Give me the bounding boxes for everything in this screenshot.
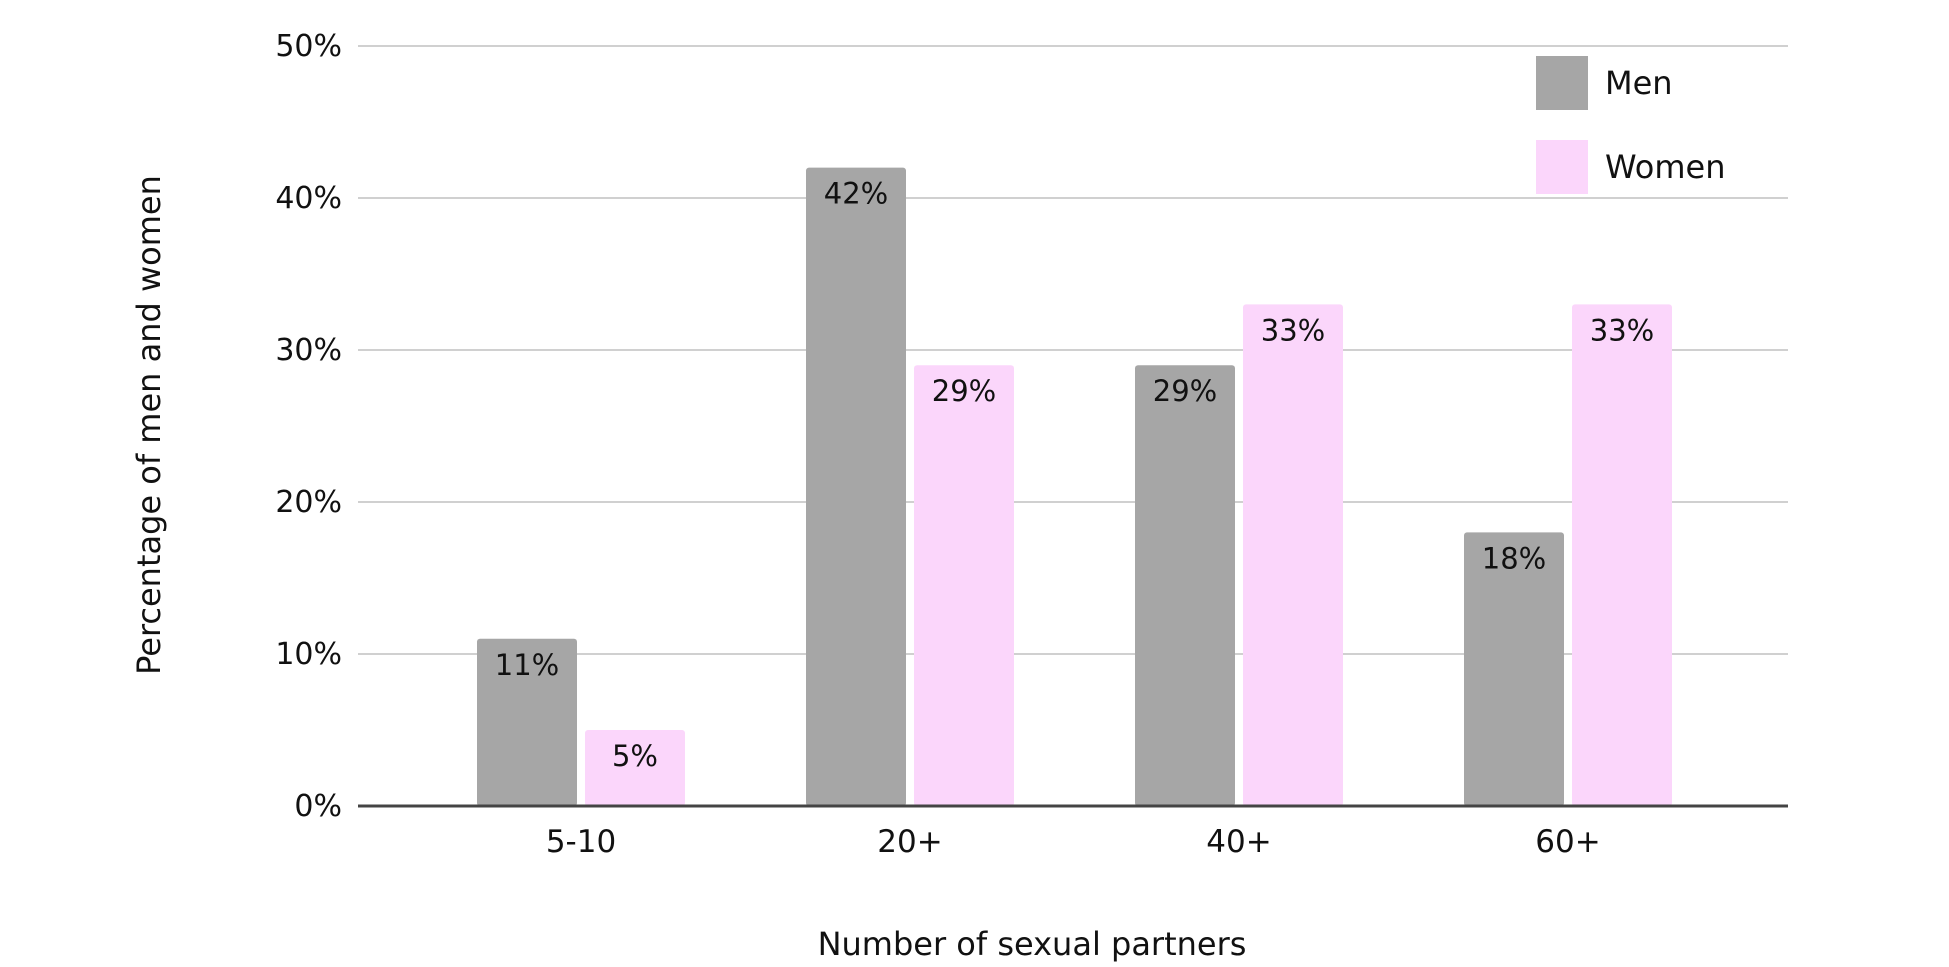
y-axis-title: Percentage of men and women	[130, 175, 168, 675]
y-tick-label: 50%	[275, 29, 342, 64]
x-tick-label: 5-10	[546, 824, 616, 860]
legend-swatch-men	[1536, 56, 1588, 110]
y-tick-label: 0%	[294, 789, 342, 824]
y-tick-label: 30%	[275, 333, 342, 368]
data-label: 29%	[1153, 374, 1217, 408]
x-tick-label: 40+	[1206, 824, 1271, 860]
bar-men-510	[477, 638, 577, 806]
bar-women-60	[1572, 304, 1672, 806]
data-label: 33%	[1590, 313, 1654, 347]
bar-men-20	[806, 167, 906, 807]
x-axis-title: Number of sexual partners	[818, 925, 1247, 963]
data-label: 11%	[495, 648, 559, 682]
legend-label-men: Men	[1605, 64, 1673, 102]
data-label: 33%	[1261, 313, 1325, 347]
x-tick-label: 20+	[877, 824, 942, 860]
legend-label-women: Women	[1605, 148, 1725, 186]
bars: 11% 5% 42% 29% 29% 33% 18% 33%	[477, 167, 1672, 807]
data-label: 42%	[824, 177, 888, 211]
y-axis-ticks: 0% 10% 20% 30% 40% 50%	[275, 29, 342, 824]
legend: Men Women	[1536, 56, 1725, 194]
y-tick-label: 20%	[275, 485, 342, 520]
y-tick-label: 40%	[275, 181, 342, 216]
y-tick-label: 10%	[275, 637, 342, 672]
bar-women-510	[585, 730, 685, 806]
x-tick-label: 60+	[1535, 824, 1600, 860]
bar-men-40	[1135, 365, 1235, 806]
bar-men-60	[1464, 532, 1564, 806]
data-label: 18%	[1482, 541, 1546, 575]
bar-women-40	[1243, 304, 1343, 806]
bar-women-20	[914, 365, 1014, 806]
x-axis-ticks: 5-10 20+ 40+ 60+	[546, 824, 1601, 860]
data-label: 29%	[932, 374, 996, 408]
data-label: 5%	[612, 739, 658, 773]
legend-swatch-women	[1536, 140, 1588, 194]
